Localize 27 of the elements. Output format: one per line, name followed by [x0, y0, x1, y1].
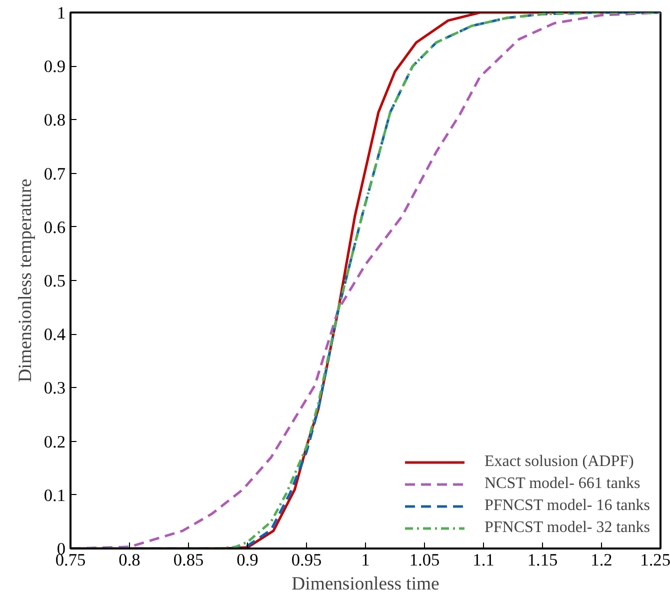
legend-label: PFNCST model- 16 tanks: [484, 497, 650, 515]
x-tick-label: 0.95: [291, 550, 322, 570]
x-tick-label: 0.9: [236, 550, 258, 570]
x-tick-label: 1.15: [527, 550, 558, 570]
y-tick-label: 0.9: [44, 57, 66, 76]
y-tick-label: 0.6: [44, 218, 66, 237]
y-tick-label: 0.5: [44, 272, 66, 290]
line-series: [70, 12, 660, 548]
legend-label: PFNCST model- 32 tanks: [484, 519, 650, 537]
y-tick-label: 0.1: [44, 486, 66, 505]
x-tick-label: 0.85: [173, 550, 204, 570]
y-tick-label: 0.4: [44, 325, 66, 344]
x-tick-label: 1.05: [409, 550, 440, 570]
y-tick-label: 0.3: [44, 378, 66, 398]
x-tick-label: 1.25: [640, 550, 670, 570]
legend-label: Exact solusion (ADPF): [484, 453, 634, 471]
x-axis-title: Dimensionless time: [292, 574, 440, 594]
y-axis-title: Dimensionless temperature: [14, 178, 36, 382]
x-tick-label: 1.2: [590, 550, 612, 570]
y-tick-label: 0.2: [44, 432, 66, 452]
y-tick-label: 0.8: [44, 110, 66, 130]
x-tick-label: 0.8: [118, 550, 140, 570]
y-tick-label: 0.7: [44, 164, 66, 184]
x-tick-label: 1: [361, 550, 370, 570]
legend-label: NCST model- 661 tanks: [484, 475, 640, 493]
y-tick-label: 1: [56, 4, 66, 22]
x-tick-label: 1.1: [472, 550, 494, 570]
